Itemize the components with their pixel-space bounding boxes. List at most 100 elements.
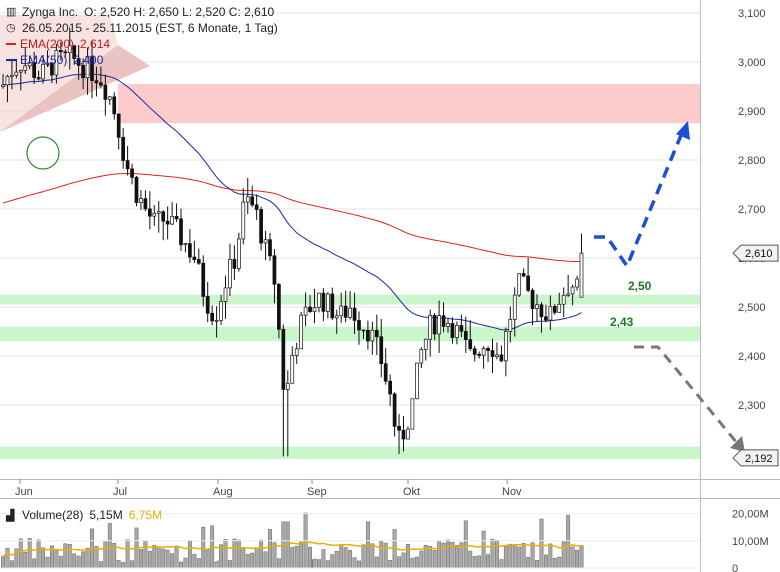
volume-bar <box>54 550 59 569</box>
ema50-value: 2,490 <box>73 53 104 67</box>
volume-icon: ▟ <box>6 509 15 522</box>
volume-bar <box>566 514 571 569</box>
projection-up-arrowhead <box>676 121 690 140</box>
candle-body <box>415 362 419 400</box>
candle-body <box>205 296 210 314</box>
volume-bar <box>499 559 504 569</box>
candle-body <box>161 211 166 222</box>
candle-body <box>107 96 112 100</box>
candle-body <box>214 320 219 322</box>
candle-body <box>232 259 237 269</box>
volume-bar <box>263 551 268 569</box>
candle-body <box>517 273 522 296</box>
volume-bar <box>543 554 548 569</box>
candle-body <box>285 382 290 390</box>
volume-bar <box>245 554 250 569</box>
y-tick-label-8: 2,300 <box>738 400 766 412</box>
volume-bar <box>446 539 450 569</box>
volume-bar <box>67 544 72 569</box>
low-price-tag: 2,192 <box>732 449 779 467</box>
volume-bar <box>103 541 108 569</box>
candle-body <box>472 348 477 355</box>
volume-bar <box>317 559 321 569</box>
candle-body <box>259 209 263 244</box>
volume-bar <box>179 561 183 569</box>
zone-resistance-0 <box>118 84 700 124</box>
candle-body <box>263 239 268 244</box>
x-tick-label-4: Okt <box>403 486 420 498</box>
volume-bar <box>72 553 77 569</box>
candle-body <box>58 50 63 53</box>
candle-body <box>490 350 495 357</box>
candle-body <box>72 45 77 59</box>
volume-bar <box>557 556 562 569</box>
volume-bar <box>285 521 290 569</box>
candle-body <box>437 315 441 335</box>
volume-bar <box>348 550 353 569</box>
y-tick-label-1: 3,000 <box>738 57 766 69</box>
volume-bar <box>41 547 45 569</box>
x-tick-label-3: Sep <box>307 486 327 498</box>
candle-body <box>10 74 14 77</box>
volume-bar <box>147 551 152 569</box>
candle-body <box>361 329 366 332</box>
x-tick-label-2: Aug <box>213 486 233 498</box>
ema50-line <box>2 73 582 331</box>
ema200-label: EMA(200) <box>20 37 75 51</box>
volume-bar <box>428 546 433 569</box>
y-tick-label-2: 2,900 <box>738 106 766 118</box>
volume-bar <box>98 561 103 569</box>
candle-body <box>401 429 406 440</box>
triangle-pattern <box>0 45 150 132</box>
candle-body <box>330 293 335 319</box>
last-price-tag: 2,610 <box>732 244 779 262</box>
volume-bar <box>85 547 90 569</box>
ema200-line <box>2 173 582 263</box>
volume-bar <box>76 555 81 569</box>
candle-body <box>535 304 539 310</box>
candle-body <box>148 208 152 217</box>
volume-bar <box>228 560 232 569</box>
volume-label: Volume(28) <box>22 508 84 522</box>
candle-body <box>219 301 223 321</box>
volume-bar <box>290 547 295 569</box>
volume-bar <box>121 562 126 569</box>
candle-body <box>130 168 134 178</box>
volume-bar <box>410 557 415 569</box>
candle-body <box>201 262 206 297</box>
candle-body <box>379 336 384 365</box>
candle-body <box>299 314 303 350</box>
candle-body <box>14 71 19 76</box>
candle-body <box>530 290 535 310</box>
volume-bar <box>254 547 259 569</box>
volume-bar <box>352 557 357 569</box>
volume-bar <box>223 539 228 569</box>
candle-body <box>526 275 530 291</box>
volume-bar <box>548 543 553 569</box>
candle-body <box>281 328 286 390</box>
candle-body <box>237 238 241 269</box>
candle-body <box>544 316 548 321</box>
candle-body <box>303 306 308 316</box>
volume-bar <box>205 548 210 569</box>
volume-bar <box>130 560 135 569</box>
volume-bar <box>437 540 442 569</box>
volume-bar <box>232 538 237 569</box>
volume-bar <box>183 557 188 569</box>
candle-body <box>575 278 579 288</box>
candle-body <box>139 198 143 203</box>
candle-body <box>446 323 450 327</box>
ema200-swatch <box>6 43 16 45</box>
volume-bar <box>161 548 166 569</box>
volume-bar <box>116 560 121 569</box>
candle-body <box>326 293 330 312</box>
volume-bar <box>361 544 366 569</box>
instrument-name: Zynga Inc. <box>22 5 79 19</box>
volume-bar <box>325 560 330 569</box>
volume-bar <box>107 523 112 569</box>
volume-bar <box>5 547 10 569</box>
volume-bar <box>397 556 402 569</box>
candle-body <box>294 348 299 356</box>
candle-body <box>308 306 312 312</box>
volume-bar <box>432 549 437 569</box>
